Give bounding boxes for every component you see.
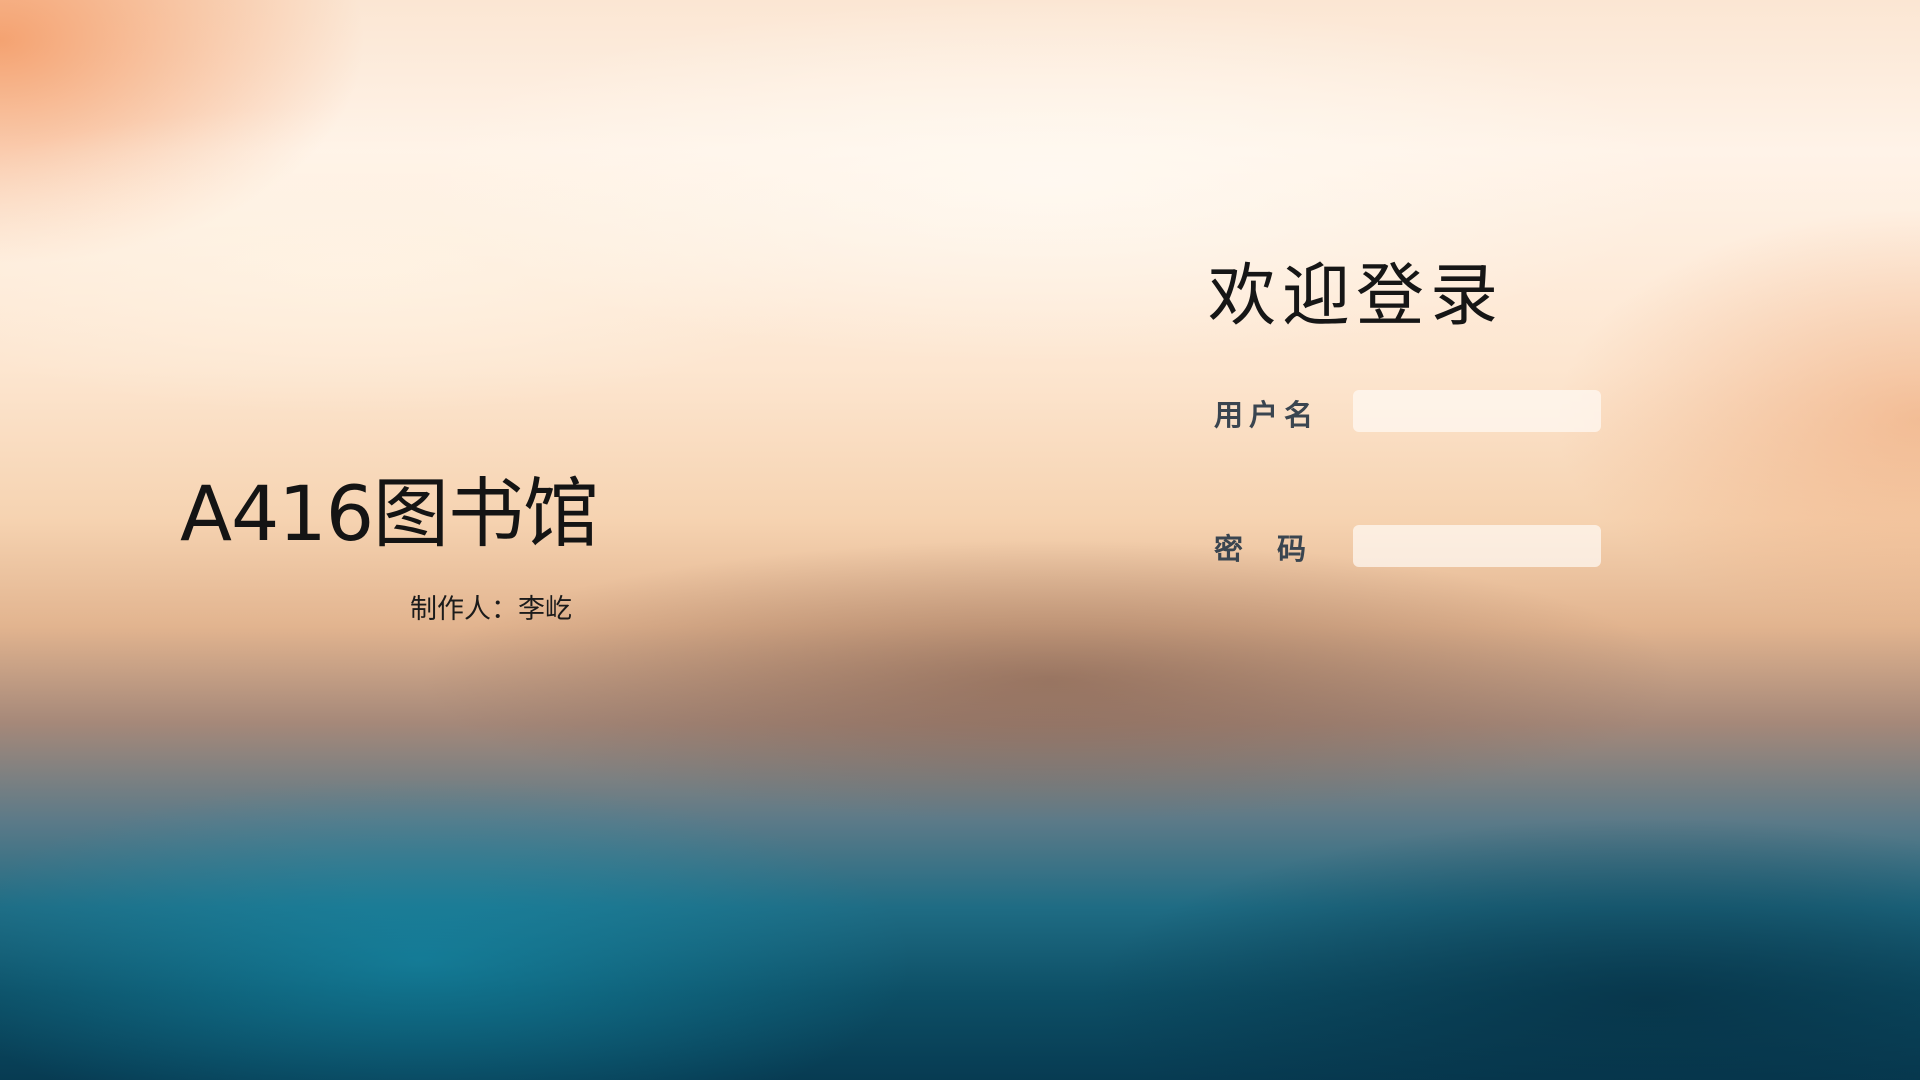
login-title: 欢迎登录 [1208, 257, 1505, 336]
password-label: 密码 [1214, 532, 1341, 566]
author-credit: 制作人：李屹 [410, 594, 572, 625]
username-label: 用户名 [1214, 398, 1320, 432]
password-input[interactable] [1353, 525, 1601, 567]
username-input[interactable] [1353, 390, 1601, 432]
app-title: A416图书馆 [180, 469, 599, 558]
